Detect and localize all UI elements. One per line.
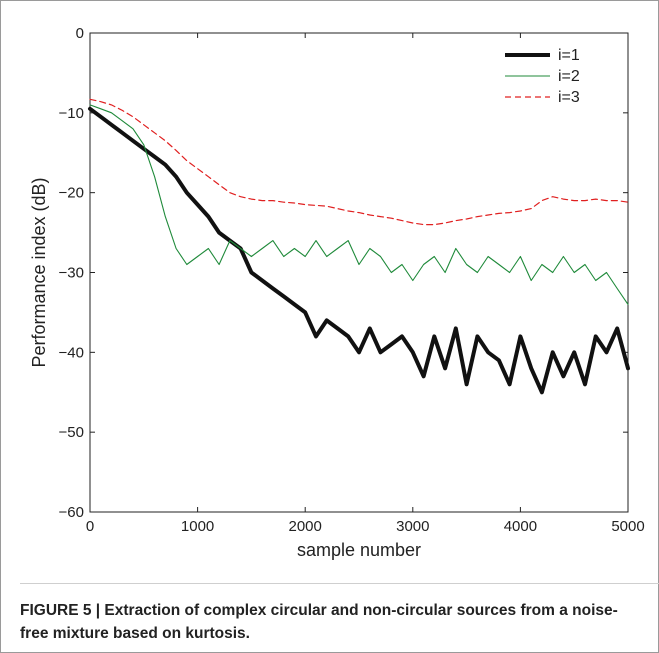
figure-caption: FIGURE 5 | Extraction of complex circula… (20, 602, 618, 642)
chart: 0 1000 2000 3000 4000 5000 0 −10 −20 −30 −40 −50 −60… (29, 25, 645, 560)
y-tick-label: −30 (59, 265, 84, 282)
y-tick-label: −10 (59, 105, 84, 122)
x-tick-label: 0 (86, 518, 94, 535)
x-tick-label: 2000 (289, 518, 322, 535)
legend-label-1: i=1 (558, 47, 580, 64)
y-tick-label: −20 (59, 185, 84, 202)
legend-label-2: i=2 (558, 68, 580, 85)
x-tick-label: 1000 (181, 518, 214, 535)
y-tick-label: −60 (59, 504, 84, 521)
y-axis-label: Performance index (dB) (29, 177, 49, 367)
x-axis-label: sample number (297, 540, 421, 560)
series-line-2 (89, 104, 629, 305)
y-tick-label: 0 (76, 25, 84, 42)
plot-area-frame (89, 32, 629, 513)
series-line-3 (89, 98, 629, 226)
caption-rule (20, 583, 659, 584)
legend-label-3: i=3 (558, 89, 580, 106)
x-tick-label: 5000 (611, 518, 644, 535)
y-tick-label: −40 (59, 344, 84, 361)
x-tick-label: 3000 (396, 518, 429, 535)
series-line-1 (88, 106, 630, 395)
y-tick-label: −50 (59, 424, 84, 441)
x-tick-label: 4000 (504, 518, 537, 535)
